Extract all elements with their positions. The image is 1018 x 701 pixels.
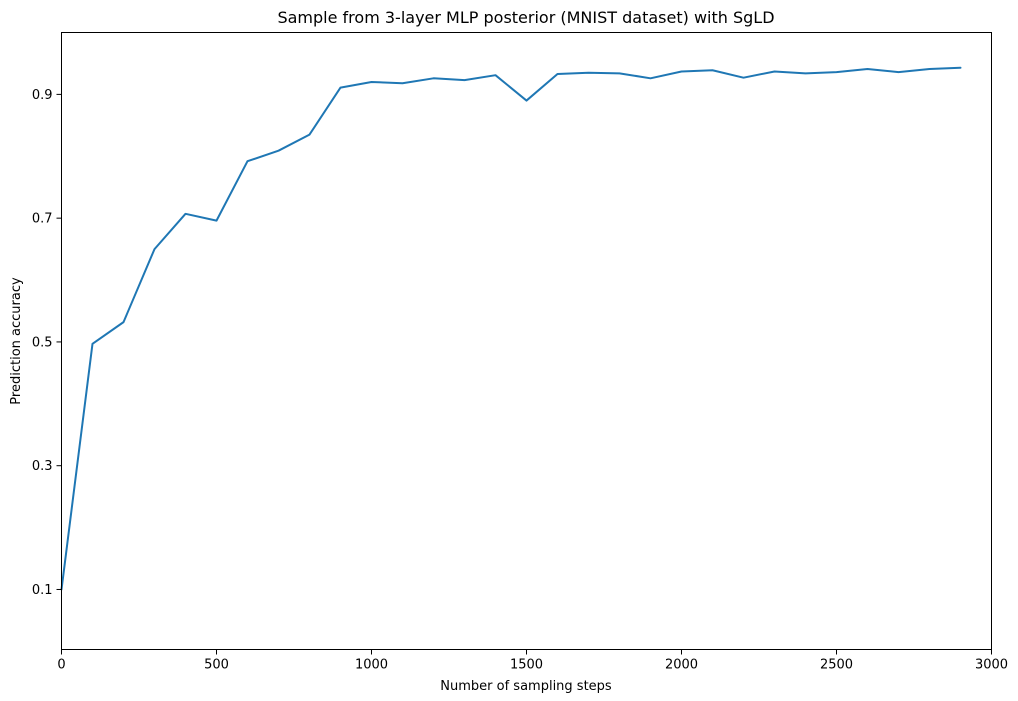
series-layer <box>60 66 962 591</box>
y-tick-label: 0.3 <box>32 459 53 474</box>
series-line-1 <box>60 66 962 591</box>
chart-title: Sample from 3-layer MLP posterior (MNIST… <box>277 8 774 27</box>
y-tick-label: 0.1 <box>32 583 53 598</box>
x-tick-label: 500 <box>204 658 229 673</box>
plot-area <box>60 32 992 650</box>
y-tick-label: 0.9 <box>32 88 53 103</box>
x-axis: 0 500 1000 1500 2000 2500 3000 <box>57 649 1008 673</box>
x-tick-label: 2500 <box>820 658 853 673</box>
x-tick-label: 1000 <box>355 658 388 673</box>
x-tick-label: 0 <box>57 658 65 673</box>
y-axis-label: Prediction accuracy <box>9 277 24 405</box>
y-tick-label: 0.5 <box>32 335 53 350</box>
x-tick-label: 3000 <box>975 658 1008 673</box>
x-axis-label: Number of sampling steps <box>440 679 612 694</box>
axes-frame <box>61 32 992 650</box>
x-tick-label: 1500 <box>510 658 543 673</box>
x-tick-label: 2000 <box>665 658 698 673</box>
y-axis: 0.1 0.3 0.5 0.7 0.9 <box>32 88 62 598</box>
y-tick-label: 0.7 <box>32 212 53 227</box>
